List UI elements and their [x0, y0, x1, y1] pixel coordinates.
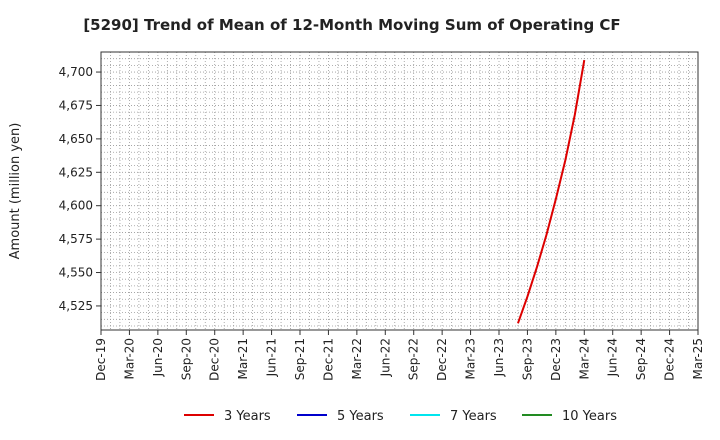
series-line-3-years	[517, 59, 586, 324]
x-tick-labels: Dec-19 Mar-20 Jun-20 Sep-20 Dec-20 Mar-21 Jun-…	[94, 330, 705, 381]
x-tick-label: Dec-22	[435, 338, 449, 381]
x-tick-label: Jun-23	[492, 338, 506, 377]
x-tick-label: Jun-20	[151, 338, 165, 377]
legend-label: 5 Years	[337, 409, 384, 424]
x-tick-label: Dec-19	[94, 338, 108, 381]
y-tick-label: 4,650	[59, 132, 93, 146]
y-tick-labels: 4,525 4,550 4,575 4,600 4,625 4,650 4,675 4,700	[59, 65, 101, 313]
x-tick-label: Mar-24	[577, 338, 591, 379]
y-tick-label: 4,575	[59, 232, 93, 246]
legend-label: 3 Years	[224, 409, 271, 424]
legend: 3 Years 5 Years 7 Years 10 Years	[184, 409, 617, 424]
x-tick-label: Mar-25	[691, 338, 705, 379]
y-tick-label: 4,600	[59, 199, 93, 213]
legend-label: 10 Years	[562, 409, 617, 424]
y-axis-label: Amount (million yen)	[8, 123, 23, 260]
y-tick-label: 4,675	[59, 98, 93, 112]
x-tick-label: Sep-23	[520, 338, 534, 380]
x-tick-label: Jun-21	[265, 338, 279, 377]
x-tick-label: Mar-21	[236, 338, 250, 379]
x-tick-label: Dec-24	[663, 338, 677, 381]
x-tick-label: Jun-24	[606, 338, 620, 377]
x-tick-label: Sep-20	[179, 338, 193, 380]
x-tick-label: Sep-24	[634, 338, 648, 380]
legend-label: 7 Years	[450, 409, 497, 424]
y-tick-label: 4,625	[59, 165, 93, 179]
x-tick-label: Dec-21	[321, 338, 335, 381]
x-tick-label: Sep-21	[293, 338, 307, 380]
x-tick-label: Mar-22	[350, 338, 364, 379]
x-tick-label: Dec-20	[208, 338, 222, 381]
y-tick-label: 4,700	[59, 65, 93, 79]
x-tick-label: Sep-22	[407, 338, 421, 380]
x-tick-label: Mar-23	[464, 338, 478, 379]
x-tick-label: Dec-23	[549, 338, 563, 381]
plot-frame	[100, 51, 699, 331]
chart-title: [5290] Trend of Mean of 12-Month Moving …	[83, 16, 620, 34]
y-tick-label: 4,550	[59, 266, 93, 280]
series-lines	[517, 59, 586, 324]
grid-lines	[101, 51, 698, 330]
y-tick-label: 4,525	[59, 299, 93, 313]
x-tick-label: Jun-22	[378, 338, 392, 377]
x-tick-label: Mar-20	[122, 338, 136, 379]
